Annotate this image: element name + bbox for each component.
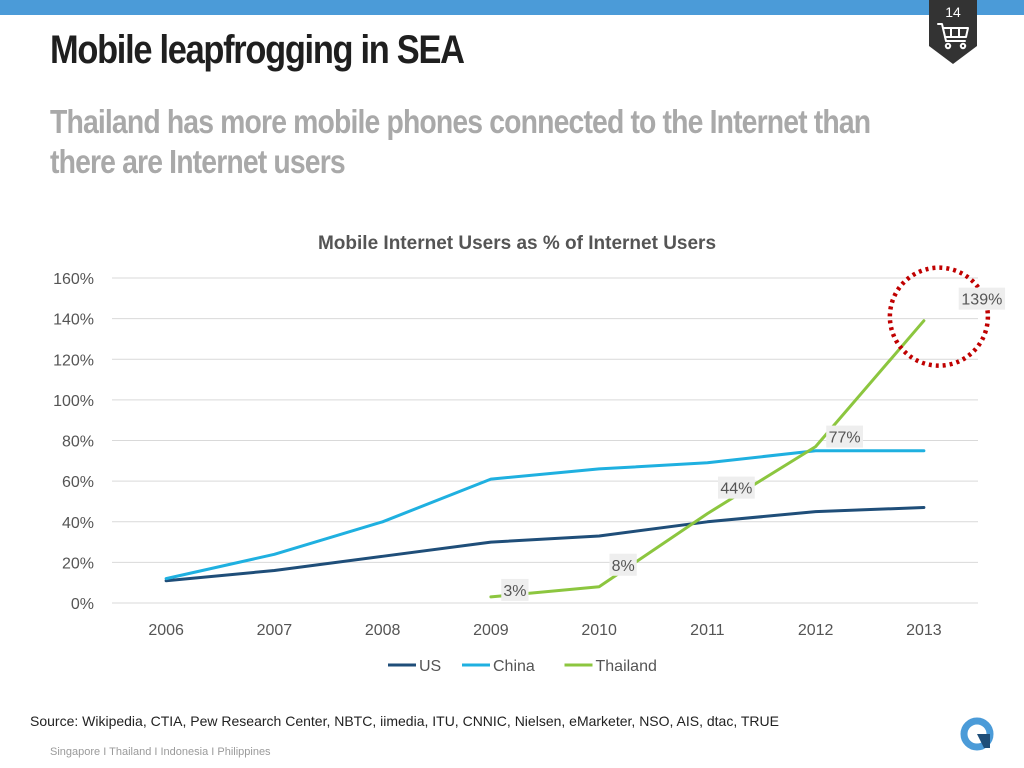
slide-subtitle: Thailand has more mobile phones connecte… bbox=[50, 103, 871, 180]
x-tick-label: 2013 bbox=[906, 622, 942, 639]
slide-title: Mobile leapfrogging in SEA bbox=[50, 28, 465, 72]
data-label-box bbox=[501, 578, 529, 601]
x-tick-label: 2011 bbox=[690, 622, 725, 639]
x-tick-label: 2010 bbox=[581, 622, 617, 639]
x-tick-label: 2009 bbox=[473, 622, 509, 639]
data-label: 44% bbox=[720, 481, 752, 498]
shopping-cart-icon bbox=[937, 23, 969, 50]
chart-title: Mobile Internet Users as % of Internet U… bbox=[318, 233, 716, 254]
data-label-box bbox=[609, 553, 637, 576]
chart-legend: US China Thailand bbox=[388, 658, 657, 675]
data-label-box bbox=[717, 476, 755, 499]
series-lines bbox=[164, 319, 926, 599]
footer-countries: Singapore I Thailand I Indonesia I Phili… bbox=[50, 746, 271, 758]
source-note: Source: Wikipedia, CTIA, Pew Research Ce… bbox=[30, 713, 779, 729]
series-line-us bbox=[164, 506, 926, 583]
page-number: 14 bbox=[945, 4, 961, 20]
legend-label: China bbox=[493, 658, 535, 675]
line-chart: Mobile Internet Users as % of Internet U… bbox=[53, 233, 1006, 675]
y-tick-label: 20% bbox=[62, 555, 94, 572]
top-accent-bar bbox=[0, 0, 1024, 15]
page-badge: 14 bbox=[929, 0, 977, 64]
y-tick-label: 100% bbox=[53, 393, 94, 410]
brand-logo-icon bbox=[960, 717, 994, 751]
y-tick-label: 160% bbox=[53, 271, 94, 288]
y-tick-label: 140% bbox=[53, 312, 94, 329]
x-tick-label: 2012 bbox=[798, 622, 834, 639]
y-tick-label: 0% bbox=[71, 596, 94, 613]
y-tick-label: 120% bbox=[53, 352, 94, 369]
data-label: 139% bbox=[961, 292, 1002, 309]
x-tick-label: 2007 bbox=[257, 622, 293, 639]
data-label: 3% bbox=[503, 583, 526, 600]
series-line-thailand bbox=[489, 319, 926, 599]
data-label-box bbox=[958, 287, 1006, 310]
y-tick-label: 40% bbox=[62, 515, 94, 532]
data-label: 8% bbox=[612, 558, 635, 575]
data-labels: 3% 8% 44% 77% 139% bbox=[501, 287, 1006, 601]
annotations bbox=[887, 265, 991, 368]
y-tick-label: 80% bbox=[62, 434, 94, 451]
data-label-box bbox=[826, 425, 864, 448]
series-line-china bbox=[164, 449, 926, 581]
page-badge-shape bbox=[929, 0, 977, 64]
highlight-circle bbox=[887, 265, 991, 368]
y-tick-label: 60% bbox=[62, 474, 94, 491]
legend-label: Thailand bbox=[596, 658, 657, 675]
x-tick-label: 2008 bbox=[365, 622, 401, 639]
y-axis-ticks: 0% 20% 40% 60% 80% 100% 120% 140% 160% bbox=[53, 271, 94, 613]
x-axis-ticks: 2006 2007 2008 2009 2010 2011 2012 2013 bbox=[148, 622, 941, 639]
x-tick-label: 2006 bbox=[148, 622, 184, 639]
legend-label: US bbox=[419, 658, 441, 675]
data-label: 77% bbox=[829, 430, 861, 447]
